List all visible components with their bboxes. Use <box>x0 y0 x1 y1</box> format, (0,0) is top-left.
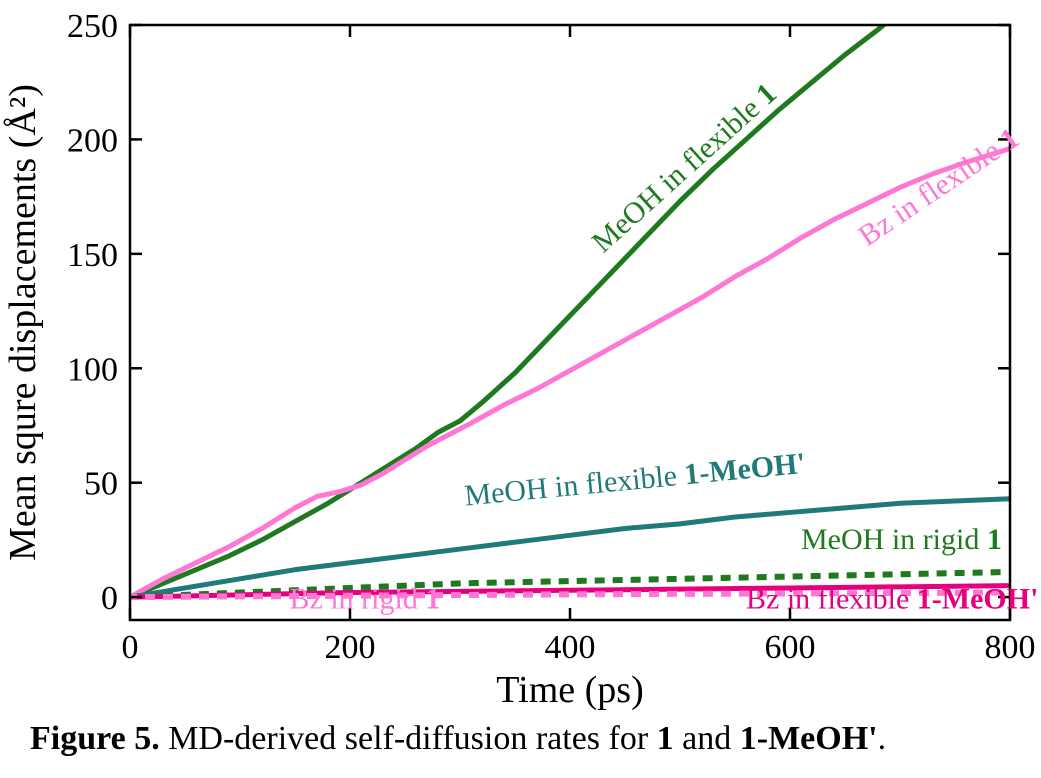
series-label: Bz in flexible 1-MeOH' <box>746 583 1038 616</box>
caption-suffix: . <box>878 720 887 757</box>
x-tick-label: 200 <box>325 629 376 666</box>
msd-line-chart: 0 200 400 600 800 Time (ps) 0 50 100 150 200 250 Mea… <box>0 0 1041 778</box>
x-tick-label: 800 <box>985 629 1036 666</box>
svg-text:Bz in rigid 1: Bz in rigid 1 <box>290 583 441 616</box>
y-axis-title: Mean squre displacements (Å²) <box>2 84 44 561</box>
series-label: MeOH in rigid 1 <box>801 523 1002 556</box>
x-tick-label: 0 <box>122 629 139 666</box>
caption-bold-b: 1-MeOH' <box>740 720 878 757</box>
caption-bold-a: 1 <box>657 720 674 757</box>
x-tick-label: 600 <box>765 629 816 666</box>
svg-text:MeOH in rigid 1: MeOH in rigid 1 <box>801 523 1002 556</box>
y-tick-label: 150 <box>67 237 118 274</box>
svg-text:Bz in flexible 1-MeOH': Bz in flexible 1-MeOH' <box>746 583 1038 616</box>
x-tick-label: 400 <box>545 629 596 666</box>
y-tick-label: 250 <box>67 8 118 45</box>
figure-container: 0 200 400 600 800 Time (ps) 0 50 100 150 200 250 Mea… <box>0 0 1041 778</box>
x-axis-title: Time (ps) <box>496 669 643 711</box>
figure-caption: Figure 5. MD-derived self-diffusion rate… <box>30 720 886 758</box>
series-label: Bz in rigid 1 <box>290 583 441 616</box>
caption-text: MD-derived self-diffusion rates for <box>160 720 657 757</box>
y-tick-label: 50 <box>84 466 118 503</box>
y-tick-label: 200 <box>67 122 118 159</box>
caption-prefix: Figure 5. <box>30 720 160 757</box>
y-tick-label: 0 <box>101 580 118 617</box>
caption-mid: and <box>674 720 740 757</box>
y-tick-label: 100 <box>67 351 118 388</box>
